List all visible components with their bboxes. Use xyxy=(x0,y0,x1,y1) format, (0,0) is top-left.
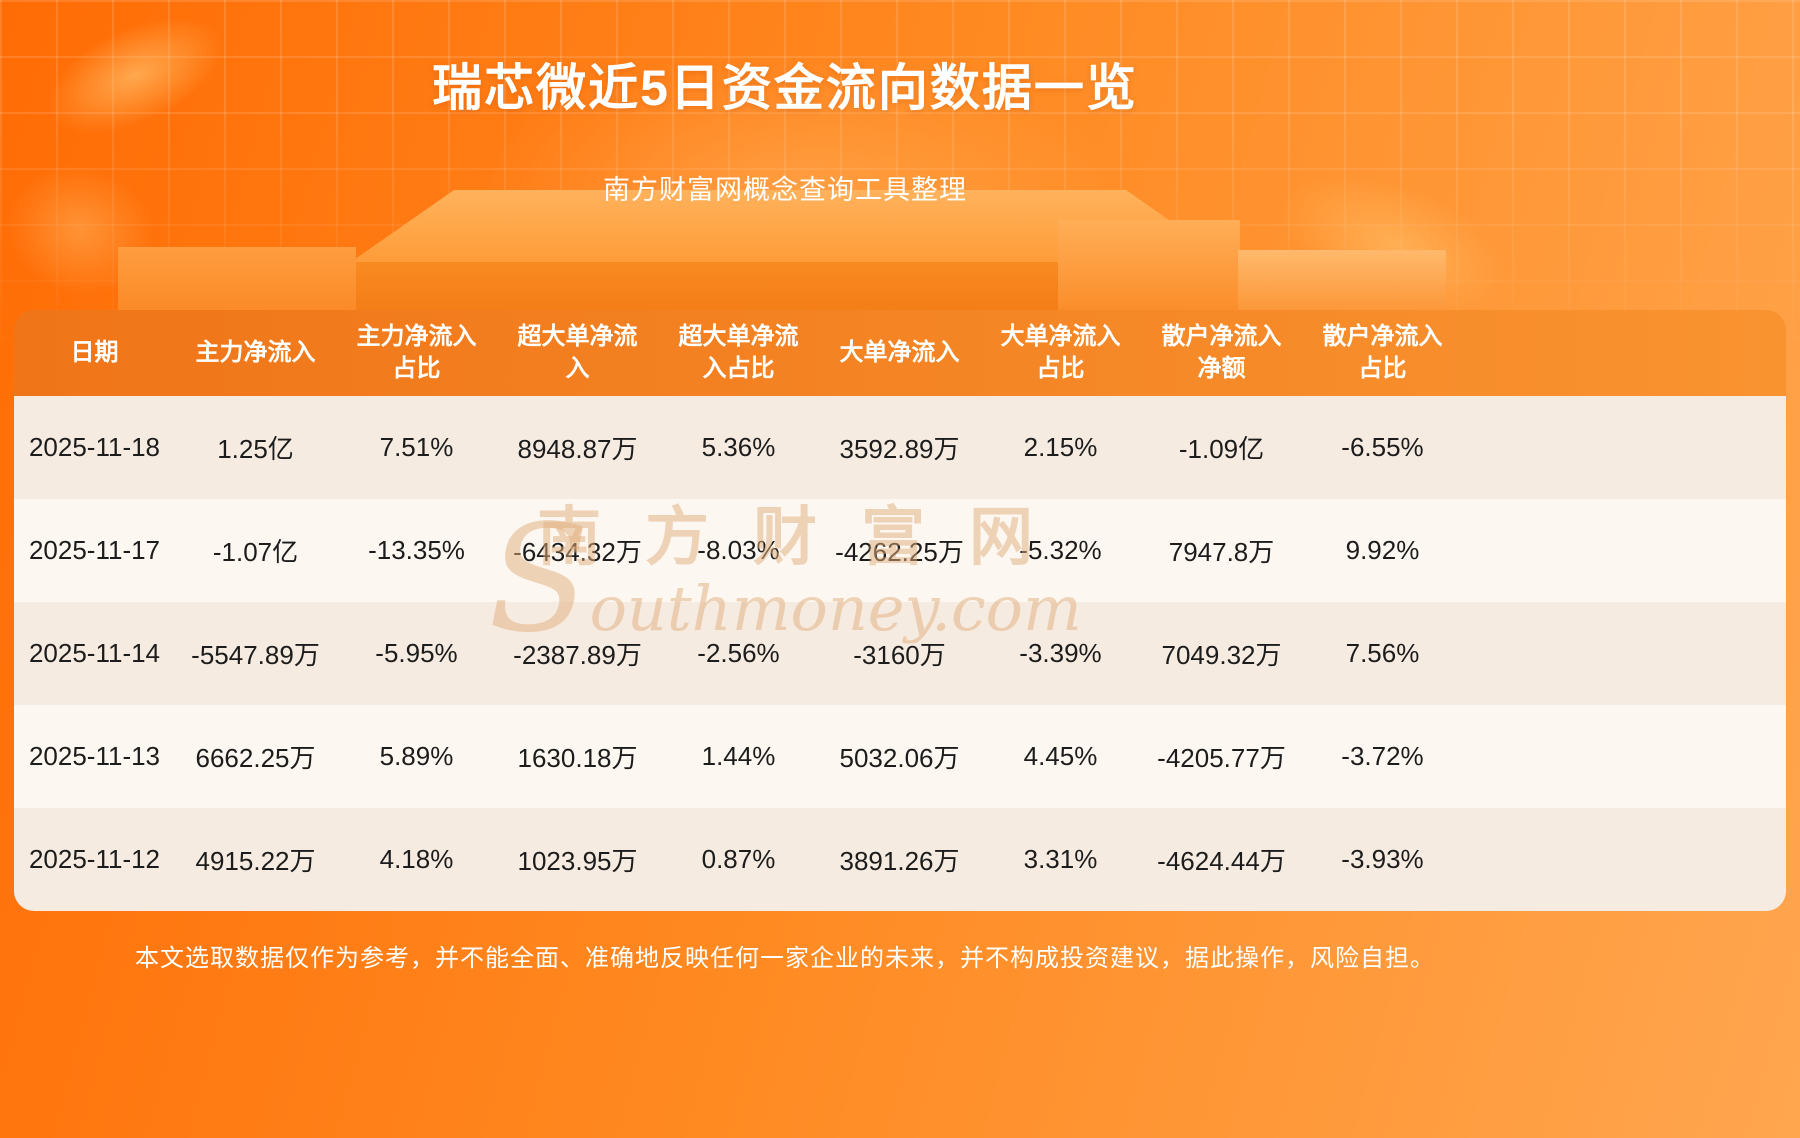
header: 瑞芯微近5日资金流向数据一览 南方财富网概念查询工具整理 xyxy=(0,48,1570,207)
value-cell: 2.15% xyxy=(1023,432,1098,462)
column-header-2: 主力净流入占比 xyxy=(356,322,477,382)
value-cell: 7.51% xyxy=(379,432,454,462)
fund-flow-table: 日期 主力净流入 主力净流入占比 超大单净流入 超大单净流入占比 大单净流入 大单净流入占比… xyxy=(14,310,1786,911)
date-cell: 2025-11-12 xyxy=(28,844,161,874)
value-cell: 5.89% xyxy=(379,741,454,771)
value-cell: 7947.8万 xyxy=(1168,537,1275,567)
value-cell: 4915.22万 xyxy=(195,846,316,876)
value-cell: -5.32% xyxy=(1019,535,1102,565)
value-cell: 7.56% xyxy=(1345,638,1420,668)
value-cell: -2387.89万 xyxy=(513,640,642,670)
value-cell: 1023.95万 xyxy=(517,846,638,876)
value-cell: -2.56% xyxy=(697,638,780,668)
value-cell: -8.03% xyxy=(697,535,780,565)
column-header-4: 超大单净流入占比 xyxy=(678,322,799,382)
value-cell: -13.35% xyxy=(368,535,465,565)
column-header-8: 散户净流入占比 xyxy=(1322,322,1443,382)
page-subtitle: 南方财富网概念查询工具整理 xyxy=(603,175,967,205)
value-cell: 5.36% xyxy=(701,432,776,462)
table-row-2: 2025-11-14 -5547.89万 -5.95% -2387.89万 -2.56%… xyxy=(14,602,1786,705)
table-row-4: 2025-11-12 4915.22万 4.18% 1023.95万 0.87% 3891… xyxy=(14,808,1786,911)
date-cell: 2025-11-17 xyxy=(28,535,161,565)
column-header-6: 大单净流入占比 xyxy=(1000,322,1121,382)
value-cell: -5.95% xyxy=(375,638,458,668)
value-cell: 7049.32万 xyxy=(1161,640,1282,670)
value-cell: -5547.89万 xyxy=(191,640,320,670)
value-cell: 1.25亿 xyxy=(217,434,294,464)
value-cell: 3891.26万 xyxy=(839,846,960,876)
value-cell: 0.87% xyxy=(701,844,776,874)
column-header-1: 主力净流入 xyxy=(195,338,316,366)
value-cell: -1.07亿 xyxy=(212,537,299,567)
date-cell: 2025-11-18 xyxy=(28,432,161,462)
value-cell: 1.44% xyxy=(701,741,776,771)
value-cell: 4.18% xyxy=(379,844,454,874)
column-header-0: 日期 xyxy=(70,338,119,366)
value-cell: 9.92% xyxy=(1345,535,1420,565)
value-cell: -4205.77万 xyxy=(1157,743,1286,773)
table-row-3: 2025-11-13 6662.25万 5.89% 1630.18万 1.44% 5032… xyxy=(14,705,1786,808)
table-body: 2025-11-18 1.25亿 7.51% 8948.87万 5.36% 3592.89… xyxy=(14,396,1786,911)
value-cell: 8948.87万 xyxy=(517,434,638,464)
value-cell: 6662.25万 xyxy=(195,743,316,773)
disclaimer-text: 本文选取数据仅作为参考，并不能全面、准确地反映任何一家企业的未来，并不构成投资建… xyxy=(135,945,1435,972)
page-title: 瑞芯微近5日资金流向数据一览 xyxy=(432,60,1138,116)
value-cell: -6.55% xyxy=(1341,432,1424,462)
date-cell: 2025-11-14 xyxy=(28,638,161,668)
value-cell: -3.72% xyxy=(1341,741,1424,771)
value-cell: 3.31% xyxy=(1023,844,1098,874)
value-cell: -6434.32万 xyxy=(513,537,642,567)
table-row-0: 2025-11-18 1.25亿 7.51% 8948.87万 5.36% 3592.89… xyxy=(14,396,1786,499)
column-header-3: 超大单净流入 xyxy=(517,322,638,382)
date-cell: 2025-11-13 xyxy=(28,741,161,771)
value-cell: -1.09亿 xyxy=(1178,434,1265,464)
value-cell: 5032.06万 xyxy=(839,743,960,773)
column-header-7: 散户净流入净额 xyxy=(1161,322,1282,382)
column-header-5: 大单净流入 xyxy=(839,338,960,366)
value-cell: -3.93% xyxy=(1341,844,1424,874)
value-cell: -4624.44万 xyxy=(1157,846,1286,876)
value-cell: 3592.89万 xyxy=(839,434,960,464)
value-cell: 4.45% xyxy=(1023,741,1098,771)
value-cell: -3.39% xyxy=(1019,638,1102,668)
value-cell: -4262.25万 xyxy=(835,537,964,567)
value-cell: 1630.18万 xyxy=(517,743,638,773)
table-row-1: 2025-11-17 -1.07亿 -13.35% -6434.32万 -8.03% -4… xyxy=(14,499,1786,602)
value-cell: -3160万 xyxy=(853,640,946,670)
table-header-row: 日期 主力净流入 主力净流入占比 超大单净流入 超大单净流入占比 大单净流入 大单净流入占比… xyxy=(14,310,1786,396)
